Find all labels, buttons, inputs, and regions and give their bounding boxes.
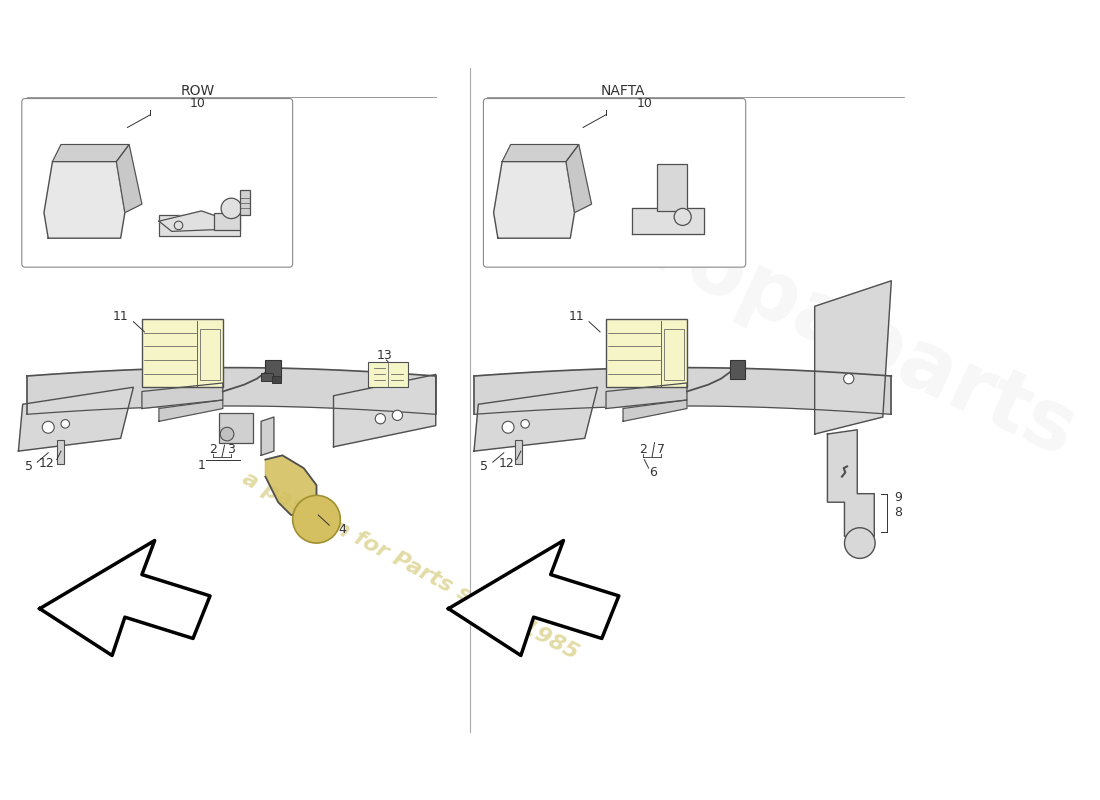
Polygon shape bbox=[40, 541, 210, 655]
Text: 10: 10 bbox=[637, 97, 652, 110]
Circle shape bbox=[375, 414, 385, 424]
Polygon shape bbox=[117, 145, 142, 213]
Text: 7: 7 bbox=[658, 443, 666, 456]
Text: 12: 12 bbox=[498, 458, 515, 470]
Circle shape bbox=[393, 410, 403, 421]
Polygon shape bbox=[827, 430, 875, 536]
Polygon shape bbox=[265, 455, 317, 515]
Polygon shape bbox=[494, 162, 574, 238]
Text: 5: 5 bbox=[481, 460, 488, 473]
Polygon shape bbox=[631, 208, 704, 234]
Text: 12: 12 bbox=[39, 458, 54, 470]
Text: 2: 2 bbox=[209, 443, 217, 456]
Bar bbox=[219, 413, 253, 442]
Text: 11: 11 bbox=[569, 310, 584, 323]
Bar bbox=[657, 164, 686, 211]
Polygon shape bbox=[474, 387, 597, 451]
Bar bbox=[729, 360, 745, 378]
Circle shape bbox=[844, 374, 854, 384]
Polygon shape bbox=[502, 145, 579, 162]
FancyBboxPatch shape bbox=[483, 98, 746, 267]
Bar bbox=[272, 376, 280, 383]
Circle shape bbox=[521, 419, 529, 428]
Circle shape bbox=[221, 198, 242, 218]
Bar bbox=[261, 373, 273, 382]
Bar bbox=[142, 319, 223, 387]
Text: 4: 4 bbox=[338, 523, 346, 536]
Text: NAFTA: NAFTA bbox=[601, 84, 646, 98]
Bar bbox=[664, 330, 684, 381]
Polygon shape bbox=[815, 281, 891, 434]
Bar bbox=[606, 319, 686, 387]
Bar bbox=[214, 213, 240, 230]
Text: 1: 1 bbox=[198, 459, 206, 472]
Polygon shape bbox=[44, 162, 125, 238]
Polygon shape bbox=[26, 368, 436, 414]
Text: a passion for Parts since 1985: a passion for Parts since 1985 bbox=[239, 469, 582, 663]
Polygon shape bbox=[474, 368, 891, 414]
Circle shape bbox=[293, 495, 340, 543]
Text: 11: 11 bbox=[112, 310, 129, 323]
Bar bbox=[57, 440, 64, 464]
Text: 10: 10 bbox=[189, 97, 206, 110]
Text: 3: 3 bbox=[228, 443, 235, 456]
Polygon shape bbox=[606, 383, 686, 409]
Polygon shape bbox=[449, 541, 619, 655]
Bar bbox=[515, 440, 521, 464]
Polygon shape bbox=[158, 400, 223, 422]
Bar bbox=[265, 360, 280, 378]
Text: 2: 2 bbox=[639, 443, 647, 456]
Circle shape bbox=[220, 427, 234, 441]
Polygon shape bbox=[53, 145, 129, 162]
Bar bbox=[367, 362, 408, 387]
Text: europaparts: europaparts bbox=[531, 156, 1089, 474]
Circle shape bbox=[42, 422, 54, 434]
Polygon shape bbox=[158, 211, 219, 231]
Bar bbox=[200, 330, 220, 381]
FancyBboxPatch shape bbox=[22, 98, 293, 267]
Circle shape bbox=[502, 422, 514, 434]
Polygon shape bbox=[566, 145, 592, 213]
Bar bbox=[158, 215, 240, 237]
Text: 8: 8 bbox=[894, 506, 902, 519]
Text: ROW: ROW bbox=[180, 84, 214, 98]
Polygon shape bbox=[142, 383, 223, 409]
Text: 5: 5 bbox=[24, 460, 33, 473]
Circle shape bbox=[60, 419, 69, 428]
Circle shape bbox=[174, 221, 183, 230]
Polygon shape bbox=[19, 387, 133, 451]
Polygon shape bbox=[623, 400, 686, 422]
Circle shape bbox=[845, 528, 876, 558]
Circle shape bbox=[674, 208, 691, 226]
Text: 9: 9 bbox=[894, 491, 902, 505]
Polygon shape bbox=[261, 417, 274, 455]
Bar bbox=[240, 190, 250, 215]
Text: 6: 6 bbox=[649, 466, 657, 479]
Text: 13: 13 bbox=[376, 350, 393, 362]
Polygon shape bbox=[333, 374, 436, 447]
